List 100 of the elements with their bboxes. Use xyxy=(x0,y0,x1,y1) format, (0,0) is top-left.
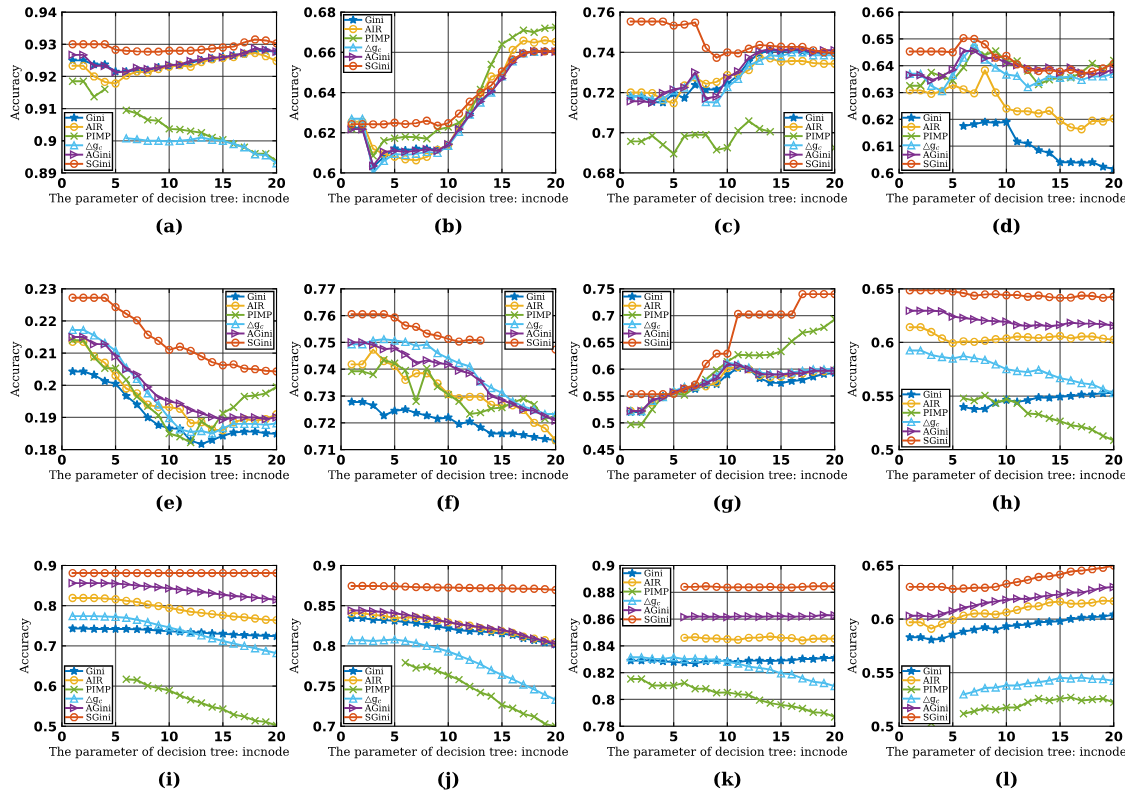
legend-label: AIR xyxy=(922,400,941,407)
text: (a) xyxy=(156,218,182,235)
x-axis-title: The parameter of decision tree: incnode xyxy=(328,193,568,205)
legend-label: AIR xyxy=(922,676,941,684)
x-tick-label: 15 xyxy=(1052,731,1069,742)
x-tick-label: 5 xyxy=(391,731,399,742)
legend-label: △g$_{c}$ xyxy=(247,321,264,330)
x-tick-label: 15 xyxy=(773,454,790,465)
x-tick-label: 5 xyxy=(949,731,957,742)
y-tick-label: 0.6 xyxy=(34,681,57,692)
legend-label: AGini xyxy=(922,151,949,158)
x-tick-label: 0 xyxy=(616,454,624,465)
legend-label: AIR xyxy=(364,676,382,684)
legend-label: △g$_{c}$ xyxy=(643,321,661,330)
legend-label: AGini xyxy=(364,53,390,61)
y-axis-title: Accuracy xyxy=(289,64,301,121)
x-tick-label: 20 xyxy=(268,731,286,742)
y-tick-label: 0.65 xyxy=(862,34,894,45)
x-tick-label: 10 xyxy=(440,454,457,465)
y-axis-title: Accuracy xyxy=(847,618,859,674)
y-tick-label: 0.6 xyxy=(871,337,894,348)
x-axis-title: The parameter of decision tree: incnode xyxy=(49,193,289,205)
y-tick-label: 0.5 xyxy=(34,721,57,732)
y-axis-title: Accuracy xyxy=(568,64,580,121)
x-tick-label: 0 xyxy=(336,178,345,189)
legend-label: Gini xyxy=(86,667,105,675)
x-tick-label: 5 xyxy=(111,731,120,742)
legend-label: AGini xyxy=(364,704,390,712)
legend-label: AGini xyxy=(643,329,670,337)
x-tick-label: 15 xyxy=(1052,178,1069,189)
y-tick-label: 0.9 xyxy=(313,560,336,571)
x-axis-title: The parameter of decision tree: incnode xyxy=(607,470,848,482)
text: (e) xyxy=(156,495,182,512)
x-tick-label: 20 xyxy=(826,454,844,465)
legend-label: AIR xyxy=(805,123,823,131)
legend-label: △g$_{c}$ xyxy=(923,142,940,151)
x-axis-title: The parameter of decision tree: incnode xyxy=(328,470,568,482)
x-tick-label: 5 xyxy=(670,178,678,189)
text: (i) xyxy=(158,771,180,789)
legend-label: △g$_{c}$ xyxy=(364,695,382,704)
y-axis-title: Accuracy xyxy=(289,618,301,674)
x-tick-label: 10 xyxy=(719,731,736,742)
y-tick-label: 0.65 xyxy=(862,560,894,571)
y-tick-label: 0.62 xyxy=(862,114,894,125)
x-tick-label: 20 xyxy=(826,731,844,742)
y-tick-label: 0.88 xyxy=(583,587,615,598)
x-tick-label: 10 xyxy=(719,454,736,465)
y-tick-label: 0.62 xyxy=(304,127,335,138)
y-tick-label: 0.85 xyxy=(304,600,336,611)
y-tick-label: 0.91 xyxy=(25,103,57,114)
x-tick-label: 0 xyxy=(57,731,66,742)
y-tick-label: 0.86 xyxy=(583,614,615,625)
x-tick-label: 5 xyxy=(111,178,120,189)
y-tick-label: 0.61 xyxy=(862,141,894,152)
legend-label: PIMP xyxy=(365,686,390,693)
legend-label: AIR xyxy=(643,302,662,309)
legend-label: PIMP xyxy=(923,409,948,416)
x-tick-label: 15 xyxy=(215,454,232,465)
y-tick-label: 0.7 xyxy=(592,127,615,138)
y-tick-label: 0.2 xyxy=(34,380,56,391)
x-tick-label: 5 xyxy=(391,178,399,189)
text: (h) xyxy=(993,495,1020,512)
y-tick-label: 0.68 xyxy=(304,7,336,18)
y-tick-label: 0.7 xyxy=(313,721,336,732)
y-tick-label: 0.66 xyxy=(304,47,336,58)
legend-label: AIR xyxy=(526,302,544,309)
y-tick-label: 0.72 xyxy=(583,87,615,98)
legend-label: Gini xyxy=(923,667,942,675)
y-axis-title: Accuracy xyxy=(847,64,859,121)
legend-label: SGini xyxy=(526,339,552,346)
legend-label: PIMP xyxy=(805,132,830,140)
y-tick-label: 0.7 xyxy=(34,641,56,652)
x-tick-label: 0 xyxy=(57,178,66,189)
y-tick-label: 0.22 xyxy=(25,316,56,327)
x-tick-label: 15 xyxy=(773,731,790,742)
text: (b) xyxy=(435,218,462,235)
text: (l) xyxy=(996,771,1017,789)
x-tick-label: 5 xyxy=(111,454,120,465)
legend-label: AGini xyxy=(526,329,552,337)
y-tick-label: 0.5 xyxy=(592,418,615,429)
y-tick-label: 0.73 xyxy=(304,391,336,402)
y-tick-label: 0.8 xyxy=(592,694,615,705)
y-tick-label: 0.93 xyxy=(25,39,56,50)
y-axis-title: Accuracy xyxy=(10,341,22,397)
y-tick-label: 0.9 xyxy=(34,136,57,146)
legend-label: SGini xyxy=(923,160,948,168)
x-tick-label: 20 xyxy=(547,178,565,189)
legend-label: PIMP xyxy=(86,686,111,693)
legend-label: AGini xyxy=(643,606,670,614)
x-tick-label: 15 xyxy=(494,731,511,742)
legend-label: Gini xyxy=(365,667,384,675)
y-tick-label: 0.7 xyxy=(592,310,615,321)
y-tick-label: 0.74 xyxy=(304,364,336,375)
legend-label: PIMP xyxy=(644,588,669,595)
legend-label: PIMP xyxy=(526,311,551,319)
x-tick-label: 10 xyxy=(998,454,1015,465)
legend-label: PIMP xyxy=(86,132,111,140)
legend-label: AIR xyxy=(85,676,103,684)
legend-label: △g$_{c}$ xyxy=(923,419,940,428)
x-tick-label: 0 xyxy=(616,178,624,189)
